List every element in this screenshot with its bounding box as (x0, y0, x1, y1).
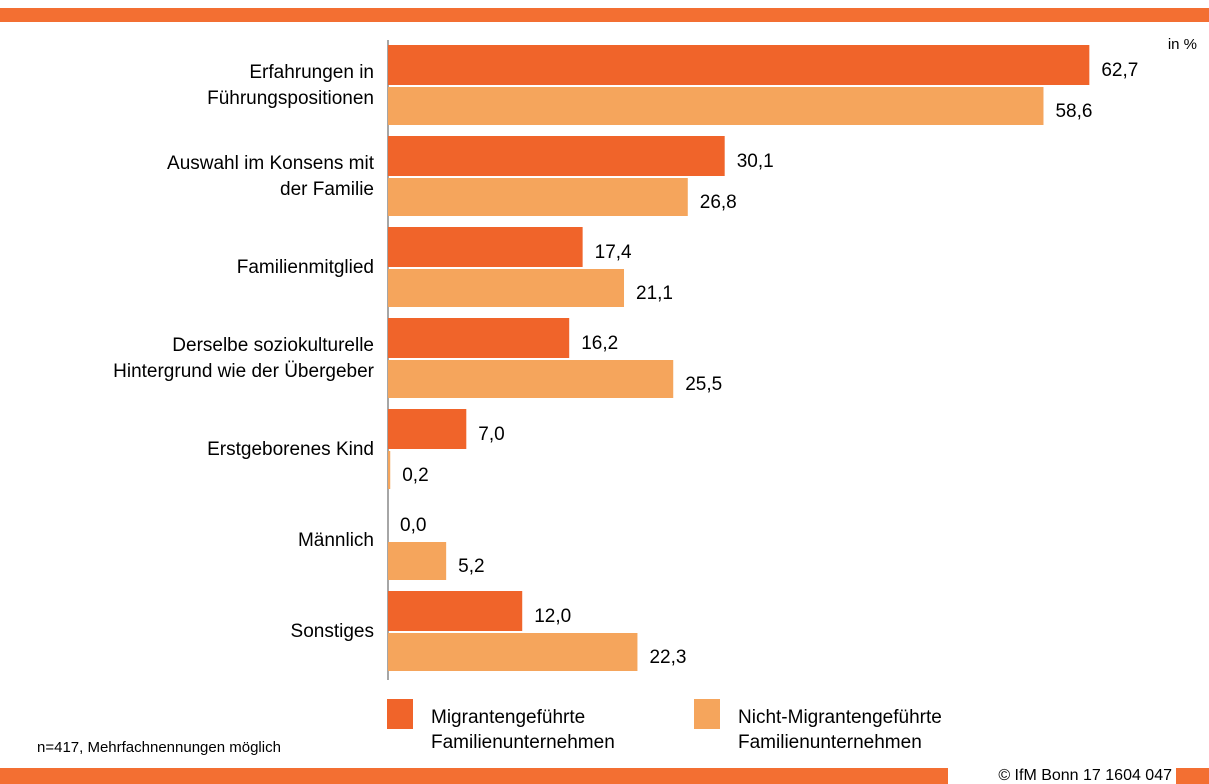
category-label: Erfahrungen in Führungspositionen (207, 62, 374, 109)
value-label: 17,4 (595, 242, 632, 263)
bar (388, 591, 523, 631)
legend-swatch (387, 699, 413, 729)
category-label: Erstgeborenes Kind (207, 439, 374, 460)
bar (388, 451, 391, 489)
bar (388, 178, 688, 216)
bar (388, 136, 725, 176)
legend-swatch (694, 699, 720, 729)
bar (388, 542, 447, 580)
bar (388, 269, 625, 307)
bar (388, 87, 1044, 125)
value-label: 25,5 (685, 374, 722, 395)
value-label: 22,3 (649, 647, 686, 668)
value-label: 26,8 (700, 192, 737, 213)
value-label: 30,1 (737, 151, 774, 172)
value-label: 7,0 (478, 424, 504, 445)
bar (388, 227, 583, 267)
legend-label: Nicht-Migrantengeführte Familienunterneh… (738, 707, 942, 753)
bar (388, 318, 570, 358)
legend-label: Migrantengeführte Familienunternehmen (431, 707, 615, 753)
footnote: n=417, Mehrfachnennungen möglich (37, 739, 281, 756)
value-label: 5,2 (458, 556, 484, 577)
top-band (0, 8, 1209, 22)
unit-note: in % (1168, 36, 1197, 53)
category-label: Männlich (297, 530, 374, 551)
value-label: 58,6 (1055, 101, 1092, 122)
source-box (948, 766, 1176, 784)
bar (388, 409, 467, 449)
source: © IfM Bonn 17 1604 047 (998, 767, 1172, 784)
category-label: Familienmitglied (236, 257, 374, 278)
value-label: 16,2 (581, 333, 618, 354)
bar (388, 633, 638, 671)
bar (388, 45, 1090, 85)
bottom-band (0, 768, 1209, 784)
category-label: Auswahl im Konsens mit der Familie (167, 153, 374, 200)
category-label: Derselbe soziokulturelle Hintergrund wie… (113, 335, 374, 382)
value-label: 21,1 (636, 283, 673, 304)
bar (388, 360, 674, 398)
category-label: Sonstiges (290, 621, 374, 642)
value-label: 0,0 (400, 515, 426, 536)
value-label: 0,2 (402, 465, 428, 486)
value-label: 12,0 (534, 606, 571, 627)
value-label: 62,7 (1101, 60, 1138, 81)
